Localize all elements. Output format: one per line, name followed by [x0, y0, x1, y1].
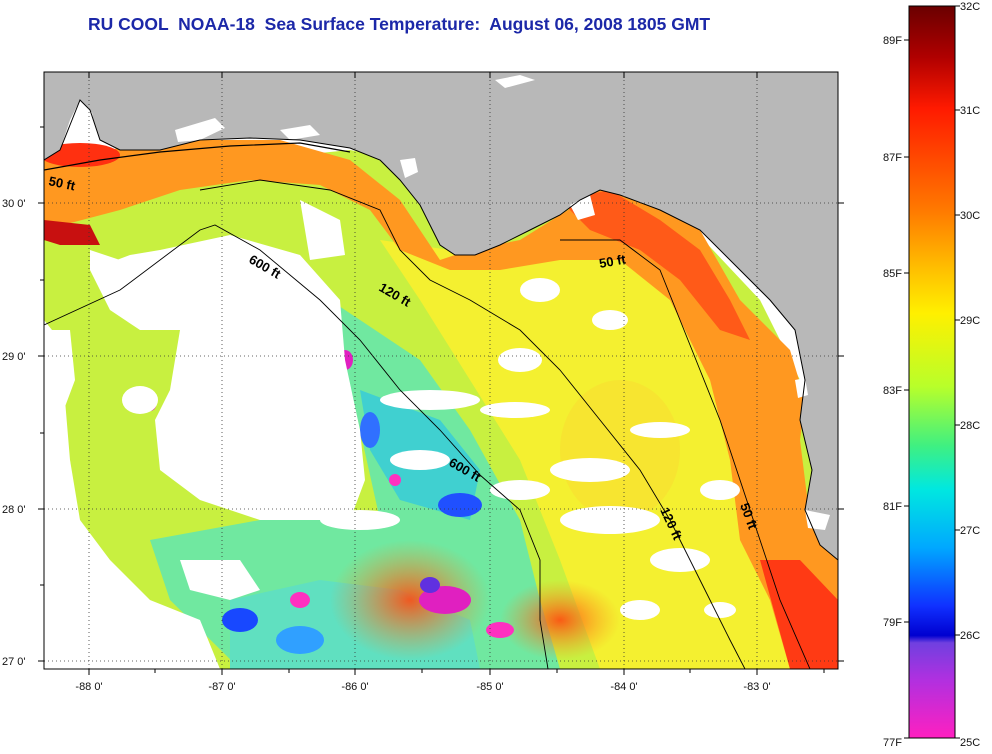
axis-ticks [38, 72, 844, 675]
graticule [44, 72, 838, 669]
colorbar-fahrenheit-label: 89F [883, 35, 902, 47]
colorbar-celsius-label: 27C [960, 525, 980, 537]
colorbar-fahrenheit-label: 87F [883, 152, 902, 164]
colorbar-fahrenheit-label: 77F [883, 737, 902, 749]
lon-label: -85 0' [476, 681, 503, 693]
contour-label-50ft-bigbend: 50 ft [598, 251, 628, 271]
colorbar-celsius-label: 29C [960, 315, 980, 327]
colorbar: 32C 31C 30C 29C 28C 27C 26C 25C 89F 87F … [883, 1, 980, 749]
colorbar-fahrenheit-label: 81F [883, 501, 902, 513]
colorbar-fahrenheit-label: 83F [883, 385, 902, 397]
lon-label: -83 0' [743, 681, 770, 693]
lat-label: 30 0' [2, 198, 26, 210]
map-title: RU COOL NOAA-18 Sea Surface Temperature:… [88, 14, 711, 34]
colorbar-celsius-label: 30C [960, 210, 980, 222]
lat-label: 29 0' [2, 351, 26, 363]
lon-axis-labels: -88 0' -87 0' -86 0' -85 0' -84 0' -83 0… [75, 681, 770, 693]
lat-label: 28 0' [2, 504, 26, 516]
colorbar-fahrenheit-label: 79F [883, 617, 902, 629]
lon-label: -87 0' [208, 681, 235, 693]
lon-label: -84 0' [610, 681, 637, 693]
lat-axis-labels: 30 0' 29 0' 28 0' 27 0' [2, 198, 26, 668]
contour-label-50ft-west: 50 ft [47, 173, 77, 193]
colorbar-celsius-label: 26C [960, 630, 980, 642]
colorbar-celsius-label: 32C [960, 1, 980, 13]
colorbar-fahrenheit-label: 85F [883, 268, 902, 280]
colorbar-celsius-label: 28C [960, 420, 980, 432]
lon-label: -86 0' [341, 681, 368, 693]
colorbar-celsius-label: 25C [960, 737, 980, 749]
lon-label: -88 0' [75, 681, 102, 693]
lat-label: 27 0' [2, 656, 26, 668]
colorbar-celsius-label: 31C [960, 105, 980, 117]
map-area: 50 ft 600 ft 120 ft 50 ft 600 ft 120 ft … [44, 72, 838, 669]
